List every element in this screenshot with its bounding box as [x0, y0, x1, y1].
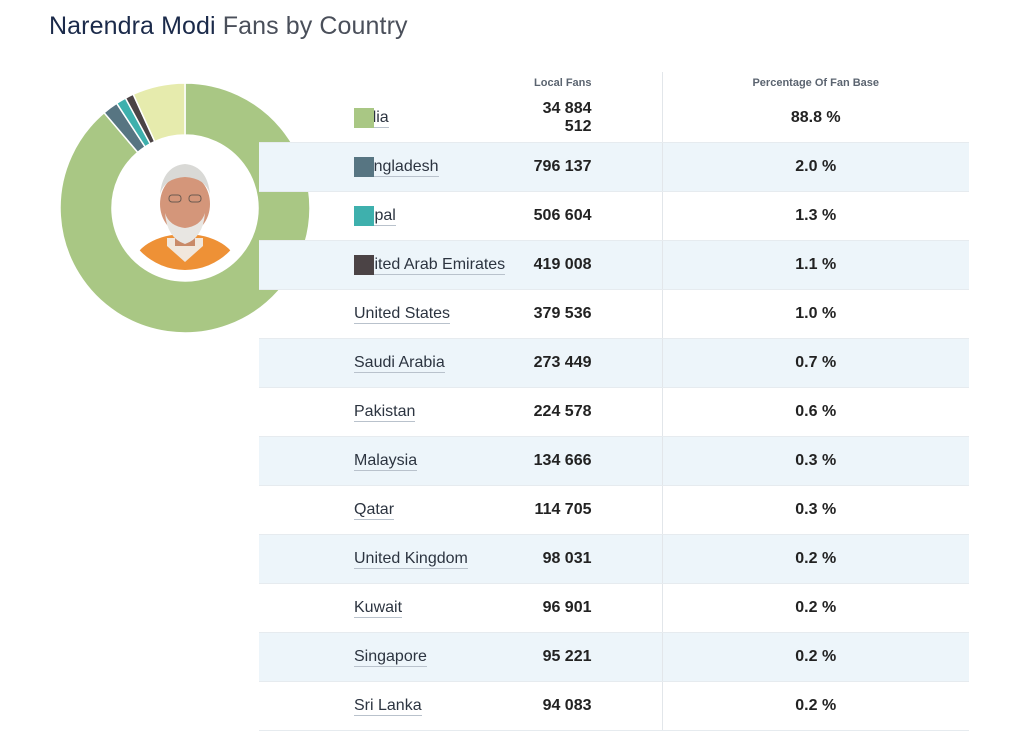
country-link[interactable]: Qatar [354, 501, 395, 520]
country-link[interactable]: Bangladesh [354, 158, 439, 177]
country-link[interactable]: Malaysia [354, 452, 418, 471]
percentage-value: 0.2 % [795, 550, 837, 567]
local-fans-value: 34 884 512 [542, 100, 592, 135]
country-link[interactable]: Saudi Arabia [354, 354, 445, 373]
table-row: Singapore 95 221 0.2 % [259, 632, 969, 682]
local-fans-value: 134 666 [533, 452, 592, 469]
percentage-value: 1.0 % [795, 305, 837, 322]
legend-swatch [354, 206, 374, 226]
local-fans-value: 796 137 [533, 158, 592, 175]
table-header-row: Local Fans Percentage Of Fan Base [259, 72, 969, 94]
country-link[interactable]: United States [354, 305, 451, 324]
table-row: Malaysia 134 666 0.3 % [259, 436, 969, 486]
percentage-value: 0.7 % [795, 354, 837, 371]
table-row: United Arab Emirates 419 008 1.1 % [259, 240, 969, 290]
table-row: Nepal 506 604 1.3 % [259, 191, 969, 241]
percentage-value: 0.3 % [795, 452, 837, 469]
donut-chart [59, 82, 311, 334]
percentage-value: 1.1 % [795, 256, 837, 273]
page-title-suffix: Fans by Country [222, 12, 408, 40]
country-link[interactable]: Singapore [354, 648, 427, 667]
percentage-header: Percentage Of Fan Base [661, 72, 969, 94]
percentage-value: 1.3 % [795, 207, 837, 224]
table-row: Bangladesh 796 137 2.0 % [259, 142, 969, 192]
legend-swatch [354, 255, 374, 275]
percentage-value: 0.2 % [795, 697, 837, 714]
table-row: Sri Lanka 94 083 0.2 % [259, 681, 969, 731]
legend-swatch [354, 108, 374, 128]
percentage-value: 0.2 % [795, 599, 837, 616]
local-fans-value: 419 008 [533, 256, 592, 273]
profile-photo [123, 146, 247, 270]
local-fans-value: 224 578 [533, 403, 592, 420]
legend-swatch [354, 157, 374, 177]
table-row: Saudi Arabia 273 449 0.7 % [259, 338, 969, 388]
local-fans-header: Local Fans [534, 77, 592, 89]
local-fans-value: 95 221 [542, 648, 592, 665]
local-fans-value: 96 901 [542, 599, 592, 616]
percentage-value: 0.6 % [795, 403, 837, 420]
percentage-value: 88.8 % [790, 109, 841, 126]
page-title-name: Narendra Modi [49, 12, 216, 40]
country-link[interactable]: Pakistan [354, 403, 416, 422]
country-link[interactable]: United Arab Emirates [354, 256, 506, 275]
table-row: Pakistan 224 578 0.6 % [259, 387, 969, 437]
table-row: Qatar 114 705 0.3 % [259, 485, 969, 535]
local-fans-value: 94 083 [542, 697, 592, 714]
country-link[interactable]: United Kingdom [354, 550, 468, 569]
page-title: Narendra Modi Fans by Country [49, 12, 408, 41]
country-link[interactable]: Kuwait [354, 599, 403, 618]
percentage-value: 0.2 % [795, 648, 837, 665]
local-fans-value: 114 705 [534, 501, 592, 518]
table-row: United Kingdom 98 031 0.2 % [259, 534, 969, 584]
percentage-value: 0.3 % [795, 501, 837, 518]
local-fans-value: 379 536 [533, 305, 592, 322]
local-fans-value: 506 604 [533, 207, 592, 224]
local-fans-value: 273 449 [533, 354, 592, 371]
fans-table: Local Fans Percentage Of Fan Base India3… [259, 72, 969, 731]
table-row: Kuwait 96 901 0.2 % [259, 583, 969, 633]
table-row: United States 379 536 1.0 % [259, 289, 969, 339]
percentage-value: 2.0 % [795, 158, 837, 175]
country-link[interactable]: Sri Lanka [354, 697, 422, 716]
local-fans-value: 98 031 [542, 550, 592, 567]
